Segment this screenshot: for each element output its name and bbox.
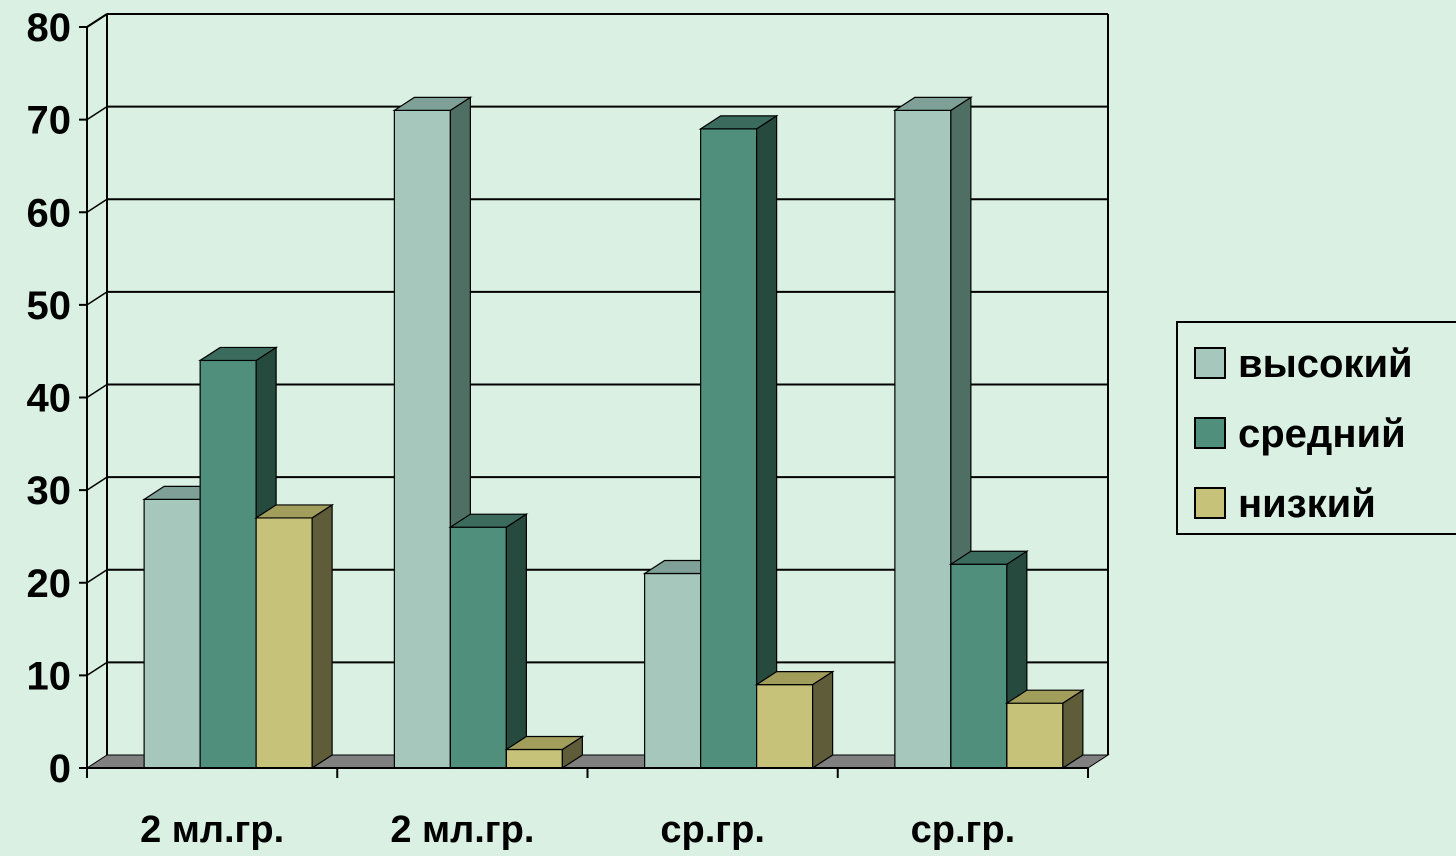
gridline-side (86, 383, 108, 399)
bar-средний (700, 128, 758, 769)
legend-swatch-высокий (1194, 347, 1226, 379)
x-category-label: ср.гр. (911, 809, 1016, 851)
bars-layer (142, 96, 1085, 770)
bar-top-средний (448, 513, 529, 528)
y-tick-label: 20 (27, 562, 72, 606)
x-category-label: 2 мл.гр. (140, 809, 284, 851)
y-axis-top-edge (86, 13, 108, 28)
gridline-side (86, 569, 108, 584)
gridline-side (86, 198, 108, 213)
bar-top-высокий (392, 96, 473, 111)
bar-высокий (143, 498, 201, 769)
bar-top-средний (198, 346, 279, 362)
legend-swatch-низкий (1194, 487, 1226, 519)
bar-top-низкий (254, 504, 335, 519)
bar-top-средний (698, 115, 779, 130)
gridline-side (86, 476, 108, 491)
bar-top-низкий (1004, 689, 1085, 704)
gridline-side (86, 661, 108, 677)
bar-средний (449, 526, 507, 769)
x-category-label: 2 мл.гр. (390, 809, 534, 851)
bar-side-средний (756, 114, 778, 770)
legend: высокий средний низкий (1176, 321, 1456, 535)
bar-side-низкий (812, 670, 834, 770)
bar-top-высокий (892, 96, 973, 111)
bar-top-средний (948, 550, 1029, 565)
gridline-side (86, 291, 108, 306)
y-tick-label: 40 (27, 377, 72, 421)
bar-top-низкий (504, 735, 585, 751)
x-category-label: ср.гр. (660, 809, 765, 851)
bar-top-низкий (754, 671, 835, 686)
bar-низкий (756, 684, 814, 769)
y-tick-label: 60 (27, 191, 72, 235)
y-tick-label: 30 (27, 469, 72, 513)
bar-низкий (505, 748, 563, 769)
bar-средний (199, 359, 257, 769)
bar-высокий (894, 109, 952, 769)
y-tick-label: 50 (27, 284, 72, 328)
y-tick-label: 10 (27, 654, 72, 698)
bar-низкий (1006, 702, 1064, 769)
y-tick-label: 70 (27, 99, 72, 143)
bar-средний (950, 563, 1008, 769)
y-tick-label: 0 (49, 747, 71, 791)
legend-label: средний (1238, 412, 1406, 456)
y-tick-label: 80 (27, 6, 72, 50)
bar-высокий (393, 109, 451, 769)
legend-swatch-средний (1194, 417, 1226, 449)
bar-side-низкий (311, 503, 333, 770)
legend-label: высокий (1238, 342, 1413, 386)
legend-label: низкий (1238, 482, 1376, 526)
bar-низкий (255, 517, 313, 769)
bar-высокий (644, 572, 702, 769)
axis-layer: 0 10 20 30 40 50 60 70 80 2 мл.гр. 2 мл.гр. ср.гр. с… (27, 6, 1089, 851)
gridline-side (86, 105, 108, 121)
bar-side-средний (505, 513, 527, 770)
